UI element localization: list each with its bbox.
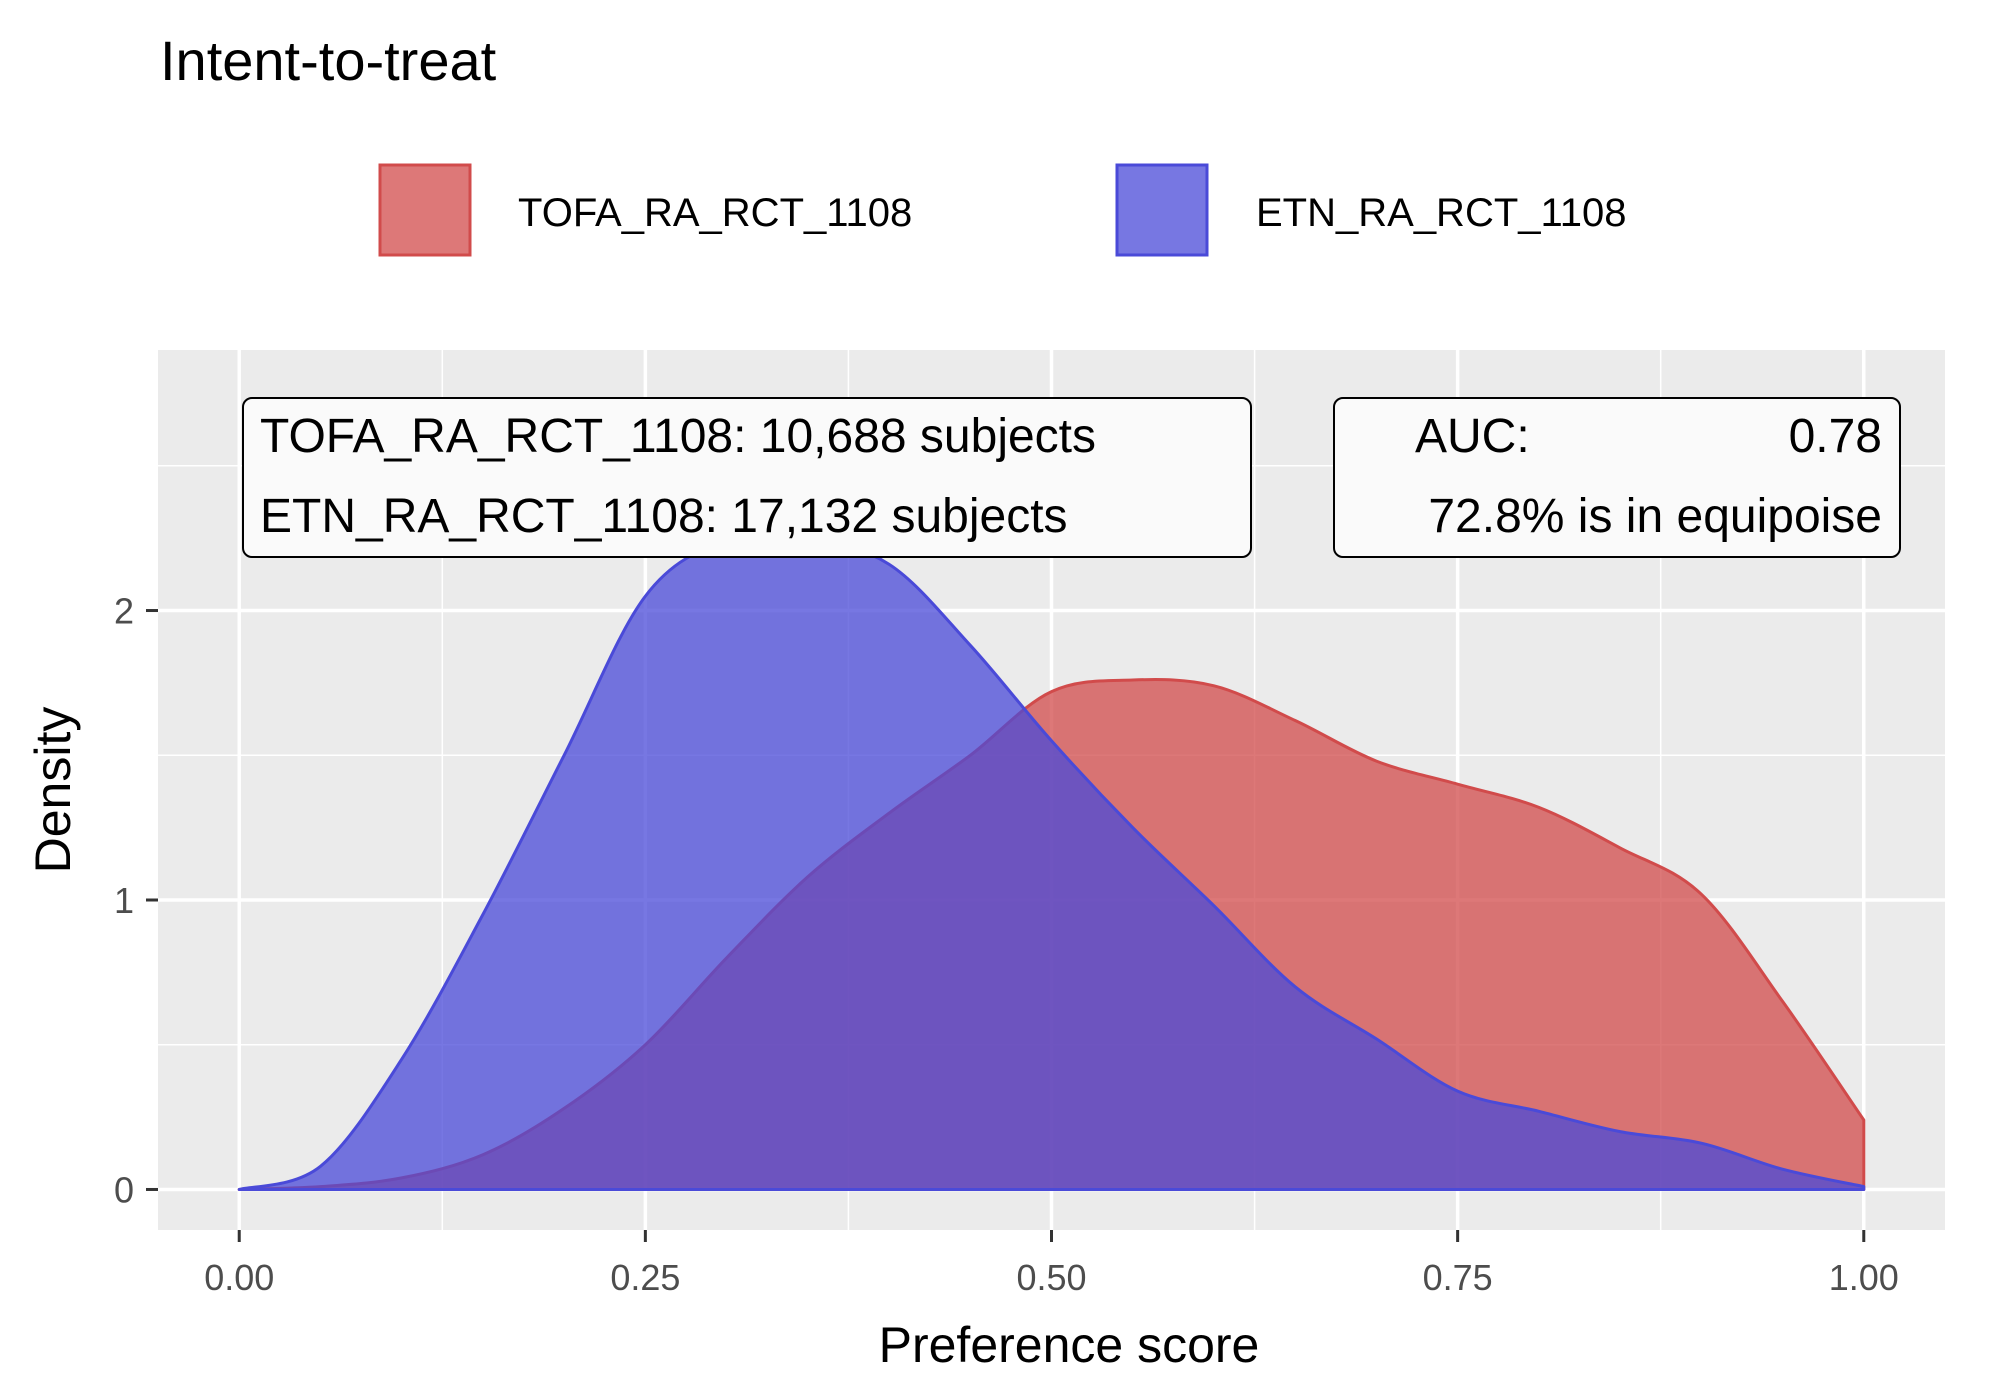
auc-value: 0.78 bbox=[1789, 410, 1882, 463]
legend: TOFA_RA_RCT_1108 ETN_RA_RCT_1108 bbox=[378, 163, 1627, 257]
density-areas bbox=[237, 534, 1866, 1191]
auc-box-frame bbox=[1333, 397, 1901, 558]
equipoise-text: 72.8% is in equipoise bbox=[1428, 490, 1882, 543]
y-tick-label: 0 bbox=[114, 1169, 134, 1210]
x-tick-label: 1.00 bbox=[1829, 1257, 1899, 1298]
legend-label-etn: ETN_RA_RCT_1108 bbox=[1256, 191, 1627, 235]
x-tick-label: 0.75 bbox=[1423, 1257, 1493, 1298]
chart-title: Intent-to-treat bbox=[160, 29, 497, 92]
x-tick-label: 0.00 bbox=[204, 1257, 274, 1298]
density-area-etn bbox=[237, 534, 1866, 1191]
auc-box: AUC: 0.78 72.8% is in equipoise bbox=[1333, 397, 1901, 558]
subject-count-tofa: TOFA_RA_RCT_1108: 10,688 subjects bbox=[260, 410, 1096, 463]
y-tick-label: 2 bbox=[114, 591, 134, 632]
legend-swatch-tofa bbox=[378, 163, 472, 257]
subject-count-etn: ETN_RA_RCT_1108: 17,132 subjects bbox=[260, 490, 1068, 543]
y-tick-label: 1 bbox=[114, 880, 134, 921]
y-axis-title: Density bbox=[25, 707, 81, 874]
x-axis-ticks: 0.00 0.25 0.50 0.75 1.00 bbox=[204, 1230, 1899, 1298]
legend-label-tofa: TOFA_RA_RCT_1108 bbox=[518, 191, 912, 235]
subject-count-box-frame bbox=[242, 397, 1252, 558]
auc-label: AUC: bbox=[1415, 410, 1530, 463]
x-tick-label: 0.25 bbox=[610, 1257, 680, 1298]
x-axis-title: Preference score bbox=[879, 1317, 1260, 1373]
subject-count-box: TOFA_RA_RCT_1108: 10,688 subjects ETN_RA… bbox=[242, 397, 1252, 558]
legend-swatch-etn bbox=[1115, 163, 1209, 257]
y-axis-ticks: 0 1 2 bbox=[114, 591, 158, 1210]
x-tick-label: 0.50 bbox=[1016, 1257, 1086, 1298]
